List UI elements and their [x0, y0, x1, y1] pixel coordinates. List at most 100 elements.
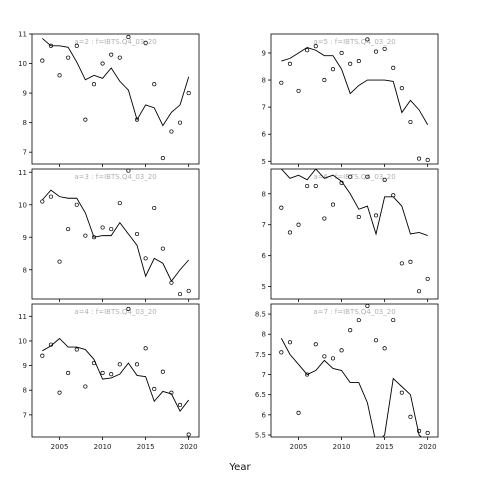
data-point	[48, 194, 53, 199]
panel-title: a=6 : f=IBTS.Q4_03_20	[313, 173, 395, 181]
y-tick-label: 8	[23, 119, 27, 127]
data-point	[160, 369, 165, 374]
panel-frame	[270, 168, 439, 300]
panel-6: 5.5 6 6.5 7 7.5 8 8.5 2005 2010 2015 2020 a=7 : f=I…	[255, 303, 439, 451]
y-tick-label: 9	[262, 49, 266, 57]
panel-title: a=5 : f=IBTS.Q4_03_20	[313, 38, 395, 46]
data-point	[425, 157, 430, 162]
data-point	[117, 362, 122, 367]
data-point	[287, 340, 292, 345]
data-point	[296, 410, 301, 415]
data-point	[178, 402, 183, 408]
y-tick-label: 10	[18, 60, 27, 68]
y-tick-label: 7.5	[255, 351, 266, 359]
y-tick-label: 10	[18, 201, 27, 209]
x-tick-label: 2005	[51, 443, 69, 451]
x-tick-label: 2020	[180, 443, 198, 451]
y-tick-label: 11	[18, 31, 27, 39]
data-point	[143, 346, 148, 351]
data-point	[40, 353, 45, 358]
panel-title: a=4 : f=IBTS.Q4_03_20	[74, 308, 156, 316]
data-point	[322, 77, 327, 83]
series-line	[280, 338, 422, 437]
y-tick-label: 6	[262, 131, 267, 139]
data-point	[186, 432, 191, 437]
data-point	[279, 350, 284, 355]
y-tick-label: 8	[23, 387, 27, 395]
data-point	[74, 202, 79, 207]
data-point	[40, 199, 45, 204]
data-point	[134, 231, 140, 237]
x-tick-label: 2015	[376, 443, 394, 451]
data-point	[339, 348, 344, 353]
data-point	[399, 390, 404, 395]
y-tick-label: 6	[262, 252, 267, 260]
data-point	[305, 372, 310, 377]
panel-frame	[270, 33, 439, 165]
y-tick-label: 10	[18, 337, 27, 345]
data-point	[356, 318, 361, 323]
data-point	[408, 414, 413, 419]
data-point	[100, 370, 105, 376]
x-tick-label: 2005	[290, 443, 308, 451]
data-point	[178, 120, 183, 125]
data-point	[40, 58, 45, 63]
x-axis-label: Year	[228, 462, 251, 473]
data-point	[57, 73, 62, 78]
data-point	[313, 44, 318, 49]
data-point	[365, 174, 370, 179]
data-point	[109, 372, 114, 377]
y-tick-label: 9	[23, 234, 27, 242]
data-point	[322, 354, 327, 359]
data-point	[152, 82, 157, 87]
y-tick-label: 11	[18, 313, 27, 321]
data-point	[399, 261, 404, 266]
data-point	[143, 256, 148, 261]
data-point	[305, 183, 310, 189]
data-point	[83, 384, 88, 389]
data-point	[382, 46, 387, 51]
data-point	[417, 428, 422, 434]
data-point	[57, 259, 62, 264]
data-point	[322, 216, 327, 221]
data-point	[66, 227, 71, 232]
x-tick-label: 2020	[419, 443, 437, 451]
data-point	[186, 288, 191, 293]
data-point	[66, 55, 71, 60]
y-tick-label: 6	[262, 411, 267, 419]
panel-title: a=2 : f=IBTS.Q4_03_20	[74, 38, 156, 46]
data-point	[339, 180, 344, 185]
panel-5: 7 8 9 10 11 2005 2010 2015 2020 a=4 : f=IBTS.Q4_0…	[18, 303, 200, 451]
data-point	[348, 328, 353, 333]
y-tick-label: 5	[262, 158, 266, 166]
data-point	[356, 214, 361, 220]
data-point	[117, 201, 122, 206]
data-point	[330, 67, 336, 72]
series-line	[280, 169, 428, 236]
data-point	[126, 168, 131, 173]
y-tick-label: 5	[262, 283, 266, 291]
data-point	[399, 86, 404, 91]
data-point	[152, 386, 157, 392]
data-point	[48, 342, 53, 347]
panel-frame	[31, 303, 200, 438]
data-point	[83, 233, 88, 238]
panel-1: 7 8 9 10 11 a=2 : f=IBTS.Q4_03_20	[18, 31, 200, 167]
data-point	[279, 205, 284, 210]
data-point	[373, 338, 379, 343]
data-point	[305, 48, 310, 53]
y-tick-label: 5.5	[255, 431, 266, 439]
data-point	[287, 230, 292, 235]
data-point	[296, 88, 301, 93]
y-tick-label: 6.5	[255, 391, 266, 399]
panel-frame	[31, 168, 200, 300]
y-tick-label: 8	[262, 190, 266, 198]
data-point	[425, 430, 430, 436]
data-point	[134, 117, 140, 122]
data-point	[109, 227, 114, 232]
data-point	[48, 43, 53, 48]
data-point	[365, 37, 370, 42]
data-point	[169, 390, 174, 395]
y-tick-label: 8	[262, 331, 266, 339]
